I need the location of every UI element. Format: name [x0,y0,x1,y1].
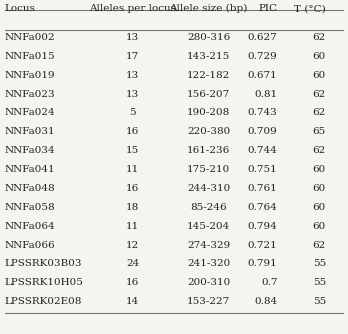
Text: 5: 5 [129,109,136,118]
Text: 55: 55 [313,260,326,269]
Text: 274-329: 274-329 [187,240,230,249]
Text: NNFa058: NNFa058 [5,203,55,212]
Text: 0.743: 0.743 [248,109,278,118]
Text: 153-227: 153-227 [187,297,230,306]
Text: 18: 18 [126,203,139,212]
Text: LPSSRK03B03: LPSSRK03B03 [5,260,82,269]
Text: Locus: Locus [5,4,36,13]
Text: NNFa031: NNFa031 [5,127,55,136]
Text: 85-246: 85-246 [190,203,227,212]
Text: 17: 17 [126,52,139,61]
Text: 62: 62 [313,109,326,118]
Text: 16: 16 [126,127,139,136]
Text: 16: 16 [126,184,139,193]
Text: 62: 62 [313,146,326,155]
Text: 0.764: 0.764 [248,203,278,212]
Text: NNFa034: NNFa034 [5,146,55,155]
Text: 0.671: 0.671 [248,71,278,80]
Text: 0.794: 0.794 [248,222,278,231]
Text: 13: 13 [126,33,139,42]
Text: 0.744: 0.744 [248,146,278,155]
Text: 60: 60 [313,71,326,80]
Text: 244-310: 244-310 [187,184,230,193]
Text: 145-204: 145-204 [187,222,230,231]
Text: 122-182: 122-182 [187,71,230,80]
Text: 60: 60 [313,222,326,231]
Text: 0.729: 0.729 [248,52,278,61]
Text: LPSSRK02E08: LPSSRK02E08 [5,297,82,306]
Text: NNFa066: NNFa066 [5,240,55,249]
Text: PIC: PIC [259,4,278,13]
Text: 241-320: 241-320 [187,260,230,269]
Text: NNFa024: NNFa024 [5,109,55,118]
Text: 13: 13 [126,71,139,80]
Text: 55: 55 [313,297,326,306]
Text: 11: 11 [126,165,139,174]
Text: 14: 14 [126,297,139,306]
Text: 220-380: 220-380 [187,127,230,136]
Text: 60: 60 [313,52,326,61]
Text: 190-208: 190-208 [187,109,230,118]
Text: NNFa023: NNFa023 [5,90,55,99]
Text: NNFa019: NNFa019 [5,71,55,80]
Text: NNFa015: NNFa015 [5,52,55,61]
Text: 0.627: 0.627 [248,33,278,42]
Text: 12: 12 [126,240,139,249]
Text: 0.7: 0.7 [261,278,278,287]
Text: 0.81: 0.81 [254,90,278,99]
Text: 13: 13 [126,90,139,99]
Text: 55: 55 [313,278,326,287]
Text: 24: 24 [126,260,139,269]
Text: Alleles per locus: Alleles per locus [89,4,176,13]
Text: 0.709: 0.709 [248,127,278,136]
Text: NNFa002: NNFa002 [5,33,55,42]
Text: 60: 60 [313,184,326,193]
Text: 60: 60 [313,165,326,174]
Text: 0.791: 0.791 [248,260,278,269]
Text: 143-215: 143-215 [187,52,230,61]
Text: 62: 62 [313,33,326,42]
Text: 0.721: 0.721 [248,240,278,249]
Text: 60: 60 [313,203,326,212]
Text: T (°C): T (°C) [294,4,326,13]
Text: 62: 62 [313,240,326,249]
Text: 65: 65 [313,127,326,136]
Text: 280-316: 280-316 [187,33,230,42]
Text: 16: 16 [126,278,139,287]
Text: 0.761: 0.761 [248,184,278,193]
Text: 0.84: 0.84 [254,297,278,306]
Text: NNFa064: NNFa064 [5,222,55,231]
Text: 156-207: 156-207 [187,90,230,99]
Text: 62: 62 [313,90,326,99]
Text: NNFa041: NNFa041 [5,165,55,174]
Text: 0.751: 0.751 [248,165,278,174]
Text: 200-310: 200-310 [187,278,230,287]
Text: NNFa048: NNFa048 [5,184,55,193]
Text: Allele size (bp): Allele size (bp) [169,4,248,13]
Text: LPSSRK10H05: LPSSRK10H05 [5,278,84,287]
Text: 161-236: 161-236 [187,146,230,155]
Text: 15: 15 [126,146,139,155]
Text: 175-210: 175-210 [187,165,230,174]
Text: 11: 11 [126,222,139,231]
